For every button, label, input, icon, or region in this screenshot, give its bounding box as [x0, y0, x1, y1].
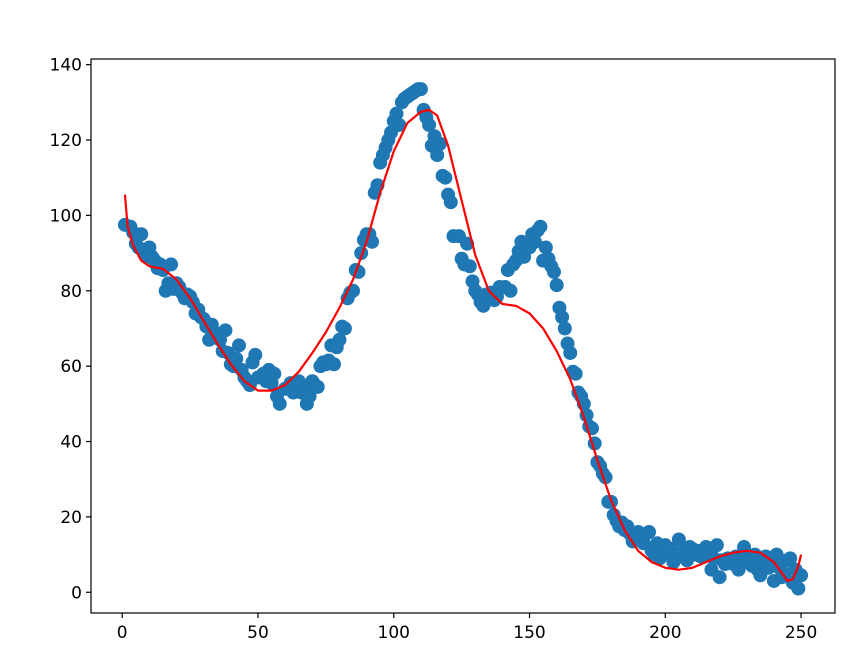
data-point	[327, 357, 342, 372]
data-point	[568, 366, 583, 381]
data-point	[563, 345, 578, 360]
x-tick-label: 200	[649, 623, 681, 643]
data-point	[389, 106, 404, 121]
data-point	[462, 259, 477, 274]
data-point	[709, 538, 724, 553]
plot-area	[117, 82, 809, 596]
data-point	[503, 283, 518, 298]
data-point	[712, 570, 727, 585]
x-tick-label: 150	[513, 623, 545, 643]
data-point	[769, 547, 784, 562]
x-tick-label: 250	[785, 623, 817, 643]
data-point	[392, 117, 407, 132]
x-tick-label: 0	[117, 623, 128, 643]
data-point	[443, 195, 458, 210]
y-axis: 0 20 40 60 80 100 120 140	[50, 56, 91, 603]
data-point	[218, 323, 233, 338]
data-point	[302, 389, 317, 404]
data-point	[783, 551, 798, 566]
data-point	[430, 148, 445, 163]
data-point	[413, 82, 428, 97]
data-point	[546, 264, 561, 279]
data-point	[164, 257, 179, 272]
data-point	[533, 219, 548, 234]
y-tick-label: 60	[60, 357, 82, 377]
data-point	[272, 396, 287, 411]
data-point	[671, 532, 686, 547]
data-point	[538, 240, 553, 255]
y-tick-label: 100	[50, 206, 82, 226]
fit-line	[123, 108, 803, 583]
data-point	[310, 379, 325, 394]
data-point	[777, 566, 792, 581]
data-point	[332, 332, 347, 347]
data-point	[231, 338, 246, 353]
data-point	[642, 524, 656, 539]
data-point	[791, 581, 806, 596]
y-tick-label: 140	[50, 56, 82, 76]
y-tick-label: 40	[60, 433, 82, 453]
y-tick-label: 80	[60, 282, 82, 302]
axes-frame	[90, 58, 836, 614]
y-tick-label: 120	[50, 131, 82, 151]
x-tick-label: 100	[378, 623, 410, 643]
data-point	[229, 351, 244, 366]
x-axis: 0 50 100 150 200 250	[117, 613, 817, 643]
data-point	[134, 227, 149, 242]
data-point	[267, 366, 282, 381]
data-point	[422, 117, 437, 132]
data-point	[432, 136, 447, 151]
y-tick-label: 20	[60, 508, 82, 528]
y-tick-label: 0	[71, 583, 82, 603]
data-point	[527, 234, 542, 249]
data-point	[549, 278, 564, 293]
data-point	[794, 568, 809, 583]
data-point	[557, 321, 572, 336]
data-point	[555, 310, 570, 325]
data-point	[438, 170, 453, 185]
x-tick-label: 50	[247, 623, 269, 643]
data-point	[248, 347, 263, 362]
data-point	[337, 321, 352, 336]
